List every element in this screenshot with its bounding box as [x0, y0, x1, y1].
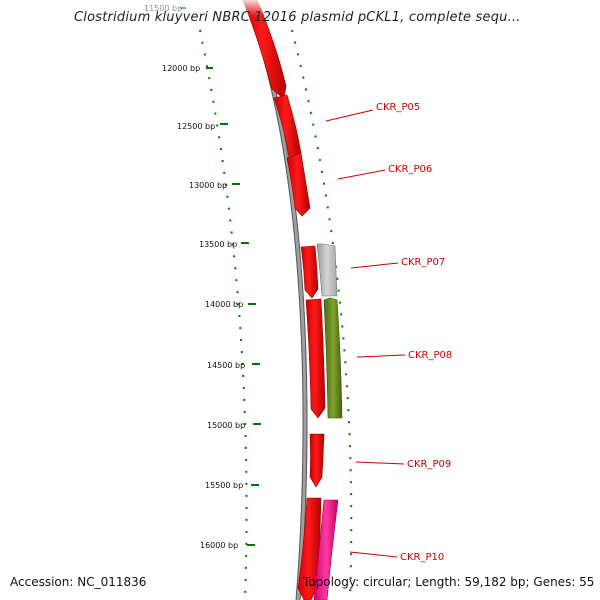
gene-arrow-ckr-p07[interactable]	[316, 243, 338, 297]
gene-arrow-ckr-p08[interactable]	[323, 297, 343, 419]
gene-label-ckr-p08[interactable]: CKR_P08	[408, 350, 452, 361]
gene-leader-line	[337, 169, 386, 180]
gene-leader-line	[350, 262, 399, 269]
gene-label-group: CKR_P05 CKR_P06 CKR_P07 CKR_P08 CKR_P09 …	[325, 102, 452, 563]
gene-label-ckr-p06[interactable]: CKR_P06	[388, 164, 432, 175]
tick-label-15500: 15500 bp	[205, 481, 243, 490]
gene-leader-line	[349, 551, 398, 558]
gene-arrow-ckr-p08a[interactable]	[305, 298, 326, 419]
tick-label-12500: 12500 bp	[177, 122, 215, 131]
gene-leader-line	[356, 354, 406, 358]
tick-label-16000: 16000 bp	[200, 541, 238, 550]
gene-arrow-ckr-p06[interactable]	[286, 152, 311, 217]
accession-text: Accession: NC_011836	[10, 575, 147, 589]
gene-leader-line	[325, 109, 374, 122]
tick-label-11500: 11500 bp	[144, 4, 182, 13]
tick-label-13500: 13500 bp	[199, 240, 237, 249]
footer-summary: Topology: circular; Length: 59,182 bp; G…	[303, 575, 595, 589]
gene-label-ckr-p05[interactable]: CKR_P05	[376, 102, 420, 113]
tick-label-13000: 13000 bp	[189, 181, 227, 190]
tick-label-14500: 14500 bp	[207, 361, 245, 370]
gene-arrows	[240, 0, 343, 600]
gene-leader-line	[355, 461, 405, 465]
gene-arrow-ckr-p09[interactable]	[309, 433, 325, 488]
tick-group: 11500 bp 12000 bp 12500 bp 13000 bp 1350…	[144, 4, 261, 550]
gene-arrow-ckr-p10[interactable]	[313, 499, 339, 600]
tick-label-14000: 14000 bp	[205, 300, 243, 309]
gene-label-ckr-p10[interactable]: CKR_P10	[400, 552, 444, 563]
gene-label-ckr-p07[interactable]: CKR_P07	[401, 257, 445, 268]
map-title: Clostridium kluyveri NBRC 12016 plasmid …	[74, 10, 521, 25]
gene-arrow-ckr-p04[interactable]	[242, 0, 287, 100]
tick-label-15000: 15000 bp	[207, 421, 245, 430]
gene-label-ckr-p09[interactable]: CKR_P09	[407, 459, 451, 470]
outer-dotted-arc	[199, 29, 248, 600]
gene-arrow-fade	[240, 0, 262, 16]
gene-arrow-ckr-p10a[interactable]	[297, 497, 322, 600]
tick-label-12000: 12000 bp	[162, 64, 200, 73]
gene-arrow-ckr-p07a[interactable]	[300, 245, 319, 299]
